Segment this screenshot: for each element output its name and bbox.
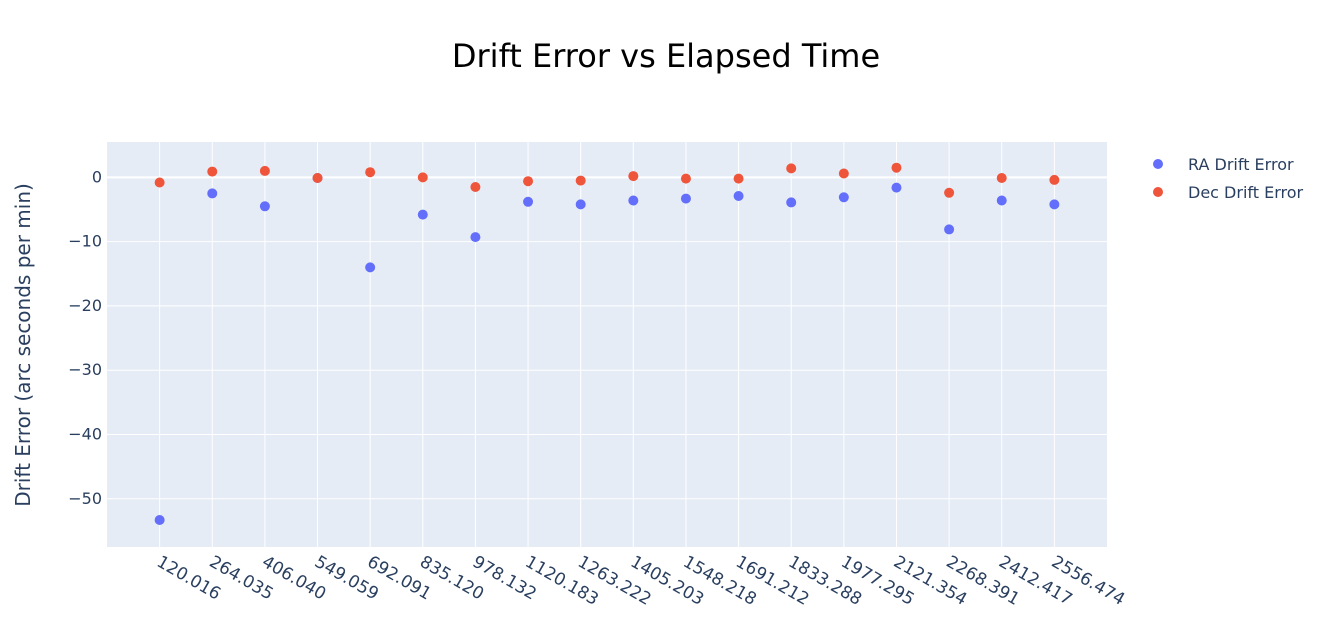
data-point[interactable] (470, 182, 481, 192)
data-point[interactable] (996, 173, 1007, 183)
data-point[interactable] (733, 191, 744, 201)
grid-lines (107, 142, 1107, 547)
data-point[interactable] (891, 182, 902, 193)
data-point[interactable] (365, 167, 376, 178)
data-point[interactable] (154, 515, 165, 525)
data-point[interactable] (259, 201, 270, 212)
chart-title: Drift Error vs Elapsed Time (452, 37, 880, 75)
y-axis-ticks: 0 −10 −20 −30 −40 −50 (68, 167, 102, 507)
plot-area (107, 142, 1107, 547)
data-point[interactable] (891, 162, 902, 173)
data-point[interactable] (207, 188, 218, 199)
data-point[interactable] (417, 172, 428, 183)
data-point[interactable] (786, 163, 797, 174)
data-point[interactable] (838, 192, 849, 203)
data-point[interactable] (1049, 199, 1060, 210)
data-point[interactable] (996, 195, 1007, 206)
data-point[interactable] (417, 209, 428, 220)
data-point[interactable] (365, 262, 376, 273)
data-point[interactable] (680, 173, 691, 184)
legend-item[interactable]: Dec Drift Error (1153, 183, 1304, 202)
legend-label: Dec Drift Error (1188, 183, 1304, 202)
data-point[interactable] (207, 166, 218, 177)
data-point[interactable] (470, 232, 481, 243)
data-points (154, 162, 1060, 525)
legend-marker (1153, 159, 1163, 169)
y-tick-label: 0 (92, 167, 102, 186)
y-axis-title: Drift Error (arc seconds per min) (11, 183, 35, 507)
legend-label: RA Drift Error (1188, 155, 1294, 174)
y-tick-label: −30 (68, 360, 102, 379)
data-point[interactable] (680, 193, 691, 204)
data-point[interactable] (259, 165, 270, 176)
data-point[interactable] (154, 177, 165, 188)
data-point[interactable] (944, 187, 955, 198)
data-point[interactable] (575, 175, 586, 186)
data-point[interactable] (523, 196, 534, 207)
data-point[interactable] (628, 171, 639, 182)
legend-marker (1153, 187, 1163, 197)
data-point[interactable] (944, 224, 955, 235)
y-tick-label: −40 (68, 425, 102, 444)
y-tick-label: −10 (68, 232, 102, 251)
y-tick-label: −50 (68, 489, 102, 508)
data-point[interactable] (733, 173, 744, 184)
legend[interactable]: RA Drift Error Dec Drift Error (1153, 155, 1304, 202)
y-tick-label: −20 (68, 296, 102, 315)
legend-item[interactable]: RA Drift Error (1153, 155, 1294, 174)
x-axis-ticks: 120.016264.035406.040549.059692.091835.1… (153, 552, 1128, 610)
data-point[interactable] (575, 199, 586, 210)
data-point[interactable] (838, 168, 849, 179)
series-dec-drift-error (154, 162, 1060, 198)
data-point[interactable] (523, 176, 534, 187)
data-point[interactable] (312, 173, 323, 183)
data-point[interactable] (1049, 174, 1060, 185)
data-point[interactable] (628, 195, 639, 206)
data-point[interactable] (786, 197, 797, 208)
